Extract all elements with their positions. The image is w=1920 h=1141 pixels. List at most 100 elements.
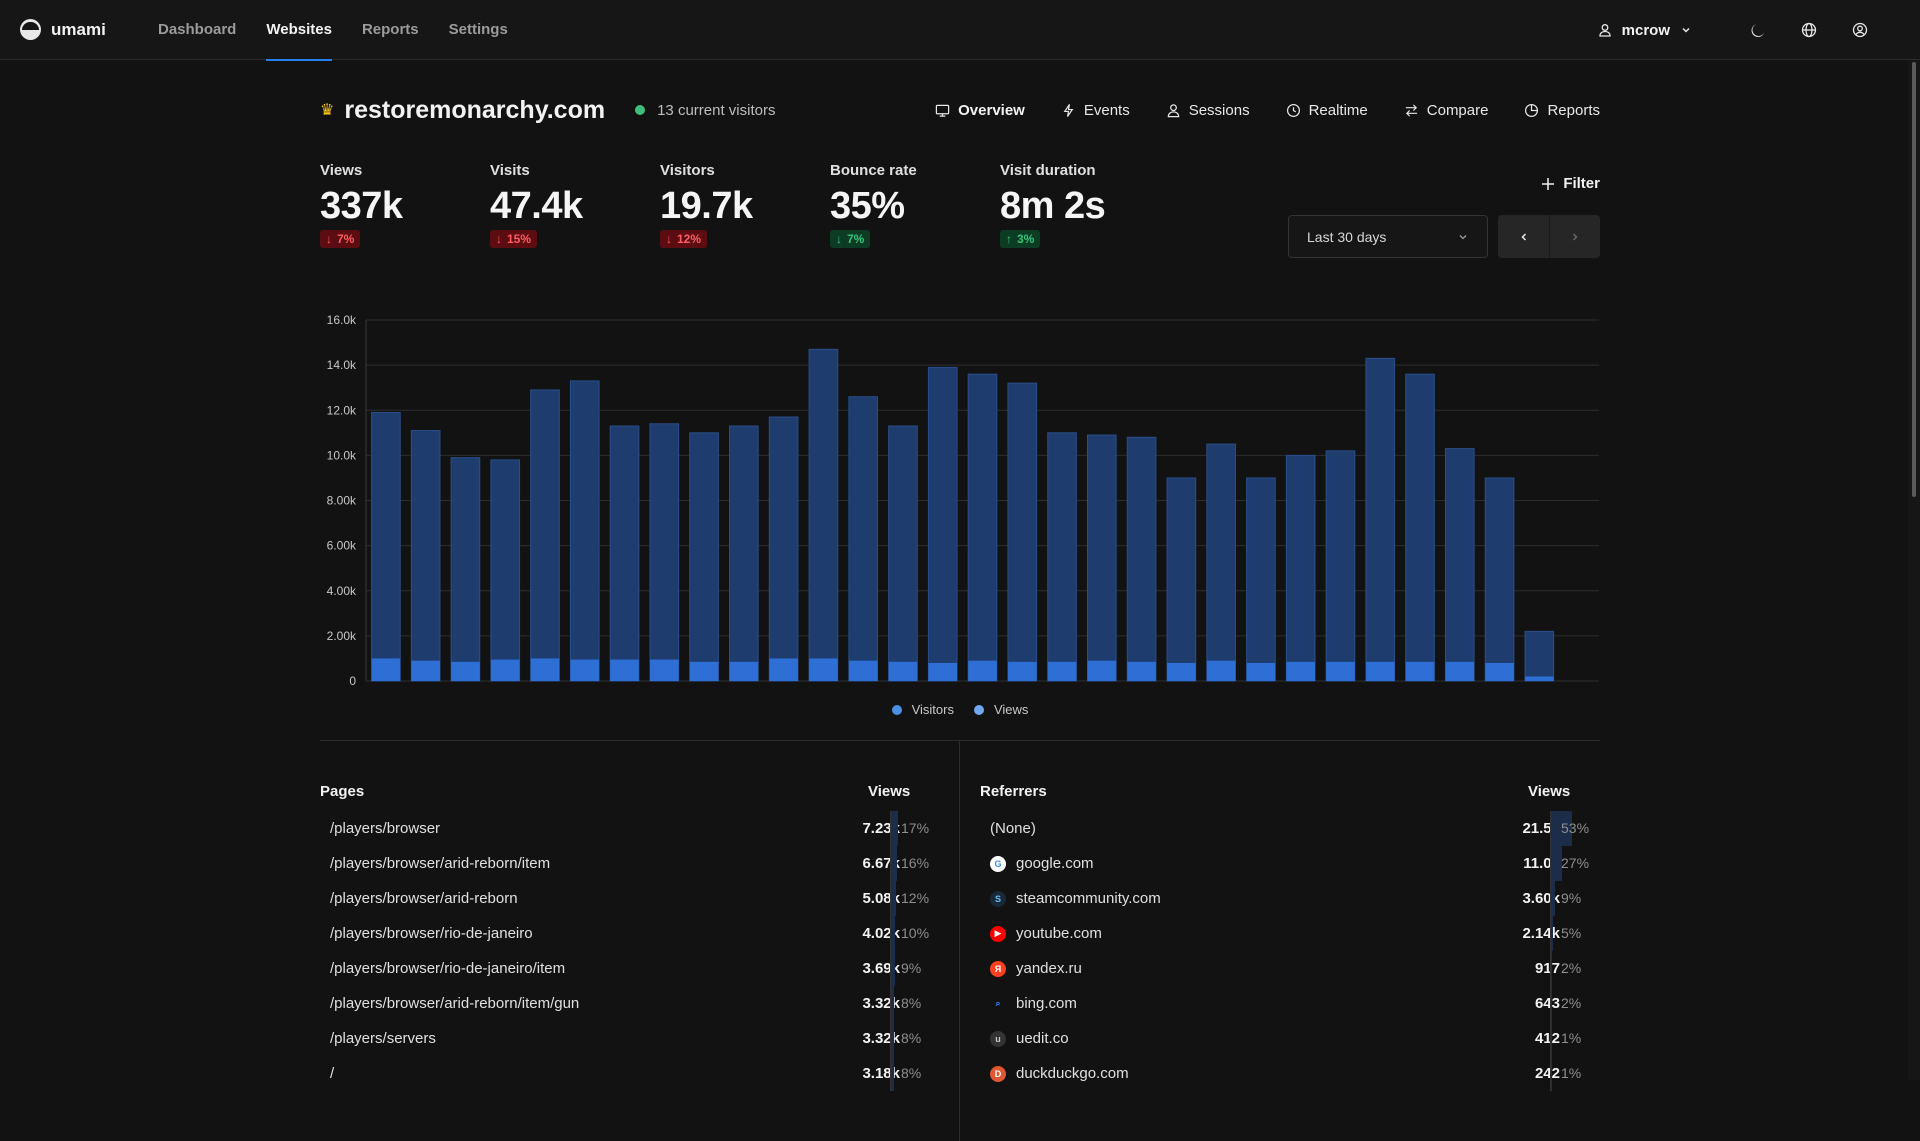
views-bar[interactable] (849, 397, 878, 681)
row-label[interactable]: /players/browser/arid-reborn/item/gun (330, 995, 579, 1012)
visitors-bar[interactable] (1525, 676, 1554, 681)
visitors-bar[interactable] (1445, 662, 1474, 681)
views-bar[interactable] (809, 349, 838, 681)
visitors-bar[interactable] (1485, 663, 1514, 681)
legend-views[interactable]: Views (974, 702, 1028, 717)
views-bar[interactable] (1406, 374, 1435, 681)
theme-toggle-button[interactable] (1732, 14, 1783, 46)
visitors-bar[interactable] (1088, 661, 1117, 681)
language-button[interactable] (1783, 14, 1834, 46)
visitors-bar[interactable] (570, 660, 599, 681)
views-bar[interactable] (650, 424, 679, 681)
views-bar[interactable] (1286, 455, 1315, 681)
tab-compare[interactable]: Compare (1404, 102, 1489, 119)
views-bar[interactable] (1247, 478, 1276, 681)
row-label[interactable]: / (330, 1065, 334, 1082)
views-bar[interactable] (1167, 478, 1196, 681)
views-bar[interactable] (570, 381, 599, 681)
visitors-bar[interactable] (889, 662, 918, 681)
views-bar[interactable] (451, 458, 480, 681)
visitors-bar[interactable] (849, 661, 878, 681)
views-bar[interactable] (730, 426, 759, 681)
nav-reports[interactable]: Reports (347, 0, 434, 60)
views-bar[interactable] (372, 413, 401, 681)
nav-websites[interactable]: Websites (251, 0, 347, 60)
tab-sessions[interactable]: Sessions (1166, 102, 1250, 119)
visitors-bar[interactable] (730, 662, 759, 681)
scrollbar-thumb[interactable] (1912, 62, 1916, 497)
views-bar[interactable] (1127, 437, 1156, 681)
visitors-bar[interactable] (1326, 662, 1355, 681)
visitors-bar[interactable] (531, 658, 560, 681)
visitors-bar[interactable] (491, 660, 520, 681)
visitors-bar[interactable] (968, 661, 997, 681)
row-label[interactable]: /players/browser (330, 820, 440, 837)
page-scrollbar[interactable] (1908, 60, 1920, 1080)
visitors-bar[interactable] (1008, 662, 1037, 681)
views-bar[interactable] (1008, 383, 1037, 681)
row-label[interactable]: /players/browser/rio-de-janeiro/item (330, 960, 565, 977)
visitors-bar[interactable] (1127, 662, 1156, 681)
visitors-bar[interactable] (650, 660, 679, 681)
views-bar[interactable] (1525, 631, 1554, 681)
views-bar[interactable] (968, 374, 997, 681)
views-bar[interactable] (1485, 478, 1514, 681)
visitors-bar[interactable] (1286, 662, 1315, 681)
views-bar[interactable] (610, 426, 639, 681)
visitors-bar[interactable] (1207, 661, 1236, 681)
views-bar[interactable] (690, 433, 719, 681)
views-bar[interactable] (928, 367, 957, 681)
visitors-bar[interactable] (372, 658, 401, 681)
row-label[interactable]: ⌕bing.com (990, 995, 1077, 1012)
tab-realtime[interactable]: Realtime (1286, 102, 1368, 119)
visitors-bar[interactable] (769, 658, 798, 681)
row-label[interactable]: ▶youtube.com (990, 925, 1102, 942)
row-label[interactable]: /players/browser/arid-reborn/item (330, 855, 550, 872)
visitors-bar[interactable] (1406, 662, 1435, 681)
views-bar[interactable] (1088, 435, 1117, 681)
profile-button[interactable] (1834, 14, 1885, 46)
row-label[interactable]: /players/browser/rio-de-janeiro (330, 925, 533, 942)
views-bar[interactable] (1048, 433, 1077, 681)
visitors-bar[interactable] (1247, 663, 1276, 681)
nav-settings[interactable]: Settings (434, 0, 523, 60)
visitors-bar[interactable] (928, 663, 957, 681)
views-bar[interactable] (1445, 449, 1474, 681)
visitors-bar[interactable] (411, 661, 440, 681)
tab-events[interactable]: Events (1061, 102, 1130, 119)
visitors-bar[interactable] (809, 658, 838, 681)
views-bar[interactable] (1366, 358, 1395, 681)
tab-overview[interactable]: Overview (935, 102, 1025, 119)
user-menu-button[interactable]: mcrow (1598, 22, 1692, 39)
previous-period-button[interactable] (1498, 215, 1549, 258)
tab-reports[interactable]: Reports (1524, 102, 1600, 119)
date-range-select[interactable]: Last 30 days (1288, 215, 1488, 258)
visitors-bar[interactable] (451, 662, 480, 681)
row-label[interactable]: /players/browser/arid-reborn (330, 890, 518, 907)
visitors-bar[interactable] (1366, 662, 1395, 681)
views-bar[interactable] (531, 390, 560, 681)
row-label[interactable]: /players/servers (330, 1030, 436, 1047)
visitors-bar[interactable] (1167, 663, 1196, 681)
visitors-bar[interactable] (610, 660, 639, 681)
views-bar[interactable] (769, 417, 798, 681)
